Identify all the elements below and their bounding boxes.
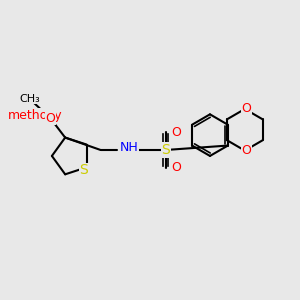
Text: NH: NH bbox=[119, 141, 138, 154]
Text: O: O bbox=[46, 112, 55, 125]
Text: O: O bbox=[171, 161, 181, 174]
Text: S: S bbox=[79, 163, 88, 177]
Text: CH₃: CH₃ bbox=[19, 94, 40, 104]
Text: O: O bbox=[242, 144, 251, 157]
Text: O: O bbox=[242, 103, 251, 116]
Text: S: S bbox=[161, 143, 170, 157]
Text: O: O bbox=[171, 126, 181, 139]
Text: methoxy: methoxy bbox=[8, 109, 63, 122]
